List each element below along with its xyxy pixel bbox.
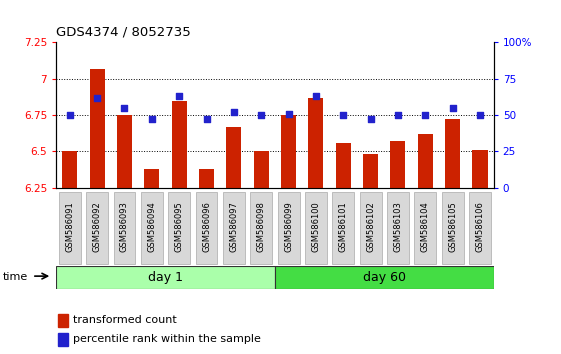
Bar xyxy=(472,150,488,188)
Text: GSM586100: GSM586100 xyxy=(311,201,320,252)
Text: percentile rank within the sample: percentile rank within the sample xyxy=(73,335,261,344)
Bar xyxy=(275,266,494,289)
Point xyxy=(393,112,402,118)
Point xyxy=(202,116,211,122)
Point xyxy=(93,95,102,101)
Point xyxy=(257,112,266,118)
Bar xyxy=(90,69,105,188)
Text: GSM586099: GSM586099 xyxy=(284,201,293,252)
Point xyxy=(284,111,293,116)
Text: GSM586103: GSM586103 xyxy=(393,201,402,252)
FancyBboxPatch shape xyxy=(332,192,354,264)
Point xyxy=(421,112,430,118)
FancyBboxPatch shape xyxy=(442,192,463,264)
FancyBboxPatch shape xyxy=(141,192,163,264)
Text: GSM586106: GSM586106 xyxy=(476,201,485,252)
Point xyxy=(366,116,375,122)
Point xyxy=(65,112,74,118)
Point xyxy=(148,116,157,122)
FancyBboxPatch shape xyxy=(278,192,300,264)
Bar xyxy=(335,143,351,188)
Bar xyxy=(172,101,187,188)
Text: transformed count: transformed count xyxy=(73,315,177,325)
Bar xyxy=(56,266,275,289)
FancyBboxPatch shape xyxy=(250,192,272,264)
Text: GSM586105: GSM586105 xyxy=(448,201,457,252)
Text: GSM586102: GSM586102 xyxy=(366,201,375,252)
Bar xyxy=(62,152,77,188)
Bar xyxy=(226,127,241,188)
Point xyxy=(311,93,320,99)
Bar xyxy=(144,169,159,188)
Bar xyxy=(58,314,68,327)
Text: GSM586104: GSM586104 xyxy=(421,201,430,252)
Bar xyxy=(254,152,269,188)
FancyBboxPatch shape xyxy=(360,192,381,264)
Point xyxy=(229,109,238,115)
Text: time: time xyxy=(3,272,28,282)
FancyBboxPatch shape xyxy=(305,192,327,264)
Point xyxy=(339,112,348,118)
FancyBboxPatch shape xyxy=(469,192,491,264)
Text: GSM586094: GSM586094 xyxy=(148,201,157,252)
Text: GDS4374 / 8052735: GDS4374 / 8052735 xyxy=(56,26,191,39)
Point xyxy=(120,105,129,110)
Text: GSM586093: GSM586093 xyxy=(120,201,129,252)
Bar xyxy=(445,119,460,188)
FancyBboxPatch shape xyxy=(168,192,190,264)
Bar xyxy=(117,115,132,188)
FancyBboxPatch shape xyxy=(387,192,409,264)
FancyBboxPatch shape xyxy=(59,192,81,264)
Bar xyxy=(309,98,324,188)
Text: day 1: day 1 xyxy=(148,270,183,284)
FancyBboxPatch shape xyxy=(415,192,436,264)
Point xyxy=(174,93,183,99)
Text: GSM586097: GSM586097 xyxy=(229,201,238,252)
Text: day 60: day 60 xyxy=(363,270,406,284)
Text: GSM586095: GSM586095 xyxy=(174,201,183,252)
Bar xyxy=(418,134,433,188)
FancyBboxPatch shape xyxy=(86,192,108,264)
FancyBboxPatch shape xyxy=(196,192,218,264)
Point xyxy=(448,105,457,110)
Text: GSM586092: GSM586092 xyxy=(93,201,102,252)
Text: GSM586098: GSM586098 xyxy=(257,201,266,252)
Bar xyxy=(363,154,378,188)
FancyBboxPatch shape xyxy=(113,192,135,264)
Text: GSM586101: GSM586101 xyxy=(339,201,348,252)
Text: GSM586091: GSM586091 xyxy=(65,201,74,252)
Bar xyxy=(199,169,214,188)
Point xyxy=(476,112,485,118)
FancyBboxPatch shape xyxy=(223,192,245,264)
Text: GSM586096: GSM586096 xyxy=(202,201,211,252)
Bar xyxy=(281,115,296,188)
Bar xyxy=(58,333,68,346)
Bar xyxy=(390,141,406,188)
